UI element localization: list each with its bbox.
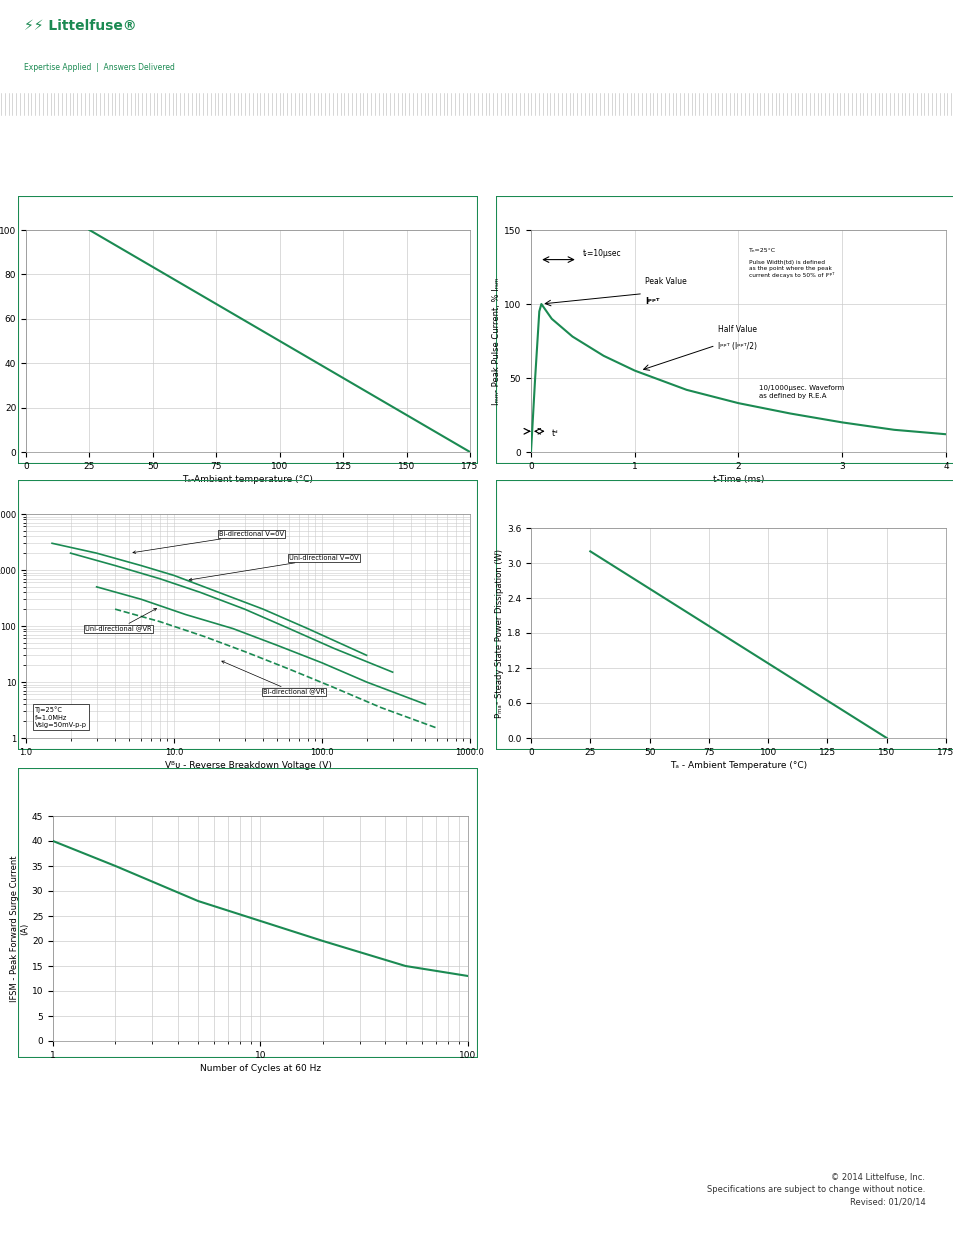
Text: Transient Voltage Suppression Diodes: Transient Voltage Suppression Diodes xyxy=(224,16,671,36)
Text: (Tₐ=25°C unless otherwise noted) (Continued): (Tₐ=25°C unless otherwise noted) (Contin… xyxy=(335,167,548,175)
Text: Iᵖᵖᵀ: Iᵖᵖᵀ xyxy=(644,296,659,305)
Text: Bi-directional @VR: Bi-directional @VR xyxy=(222,661,325,695)
Text: Uni-directional @VR: Uni-directional @VR xyxy=(85,609,156,632)
Text: Expertise Applied  |  Answers Delivered: Expertise Applied | Answers Delivered xyxy=(24,63,174,72)
FancyBboxPatch shape xyxy=(11,7,202,82)
Text: Uni-directional V=0V: Uni-directional V=0V xyxy=(189,556,358,580)
Y-axis label: Pₘₐˣ Steady State Power Dissipation (W): Pₘₐˣ Steady State Power Dissipation (W) xyxy=(495,548,503,718)
Text: © 2014 Littelfuse, Inc.
Specifications are subject to change without notice.
Rev: © 2014 Littelfuse, Inc. Specifications a… xyxy=(706,1173,924,1207)
Text: Figure 3 - Pulse Derating Curve: Figure 3 - Pulse Derating Curve xyxy=(24,204,208,214)
Text: Iᵖᵖᵀ (Iᵖᵖᵀ/2): Iᵖᵖᵀ (Iᵖᵖᵀ/2) xyxy=(717,342,756,352)
Text: tᵣ=10μsec: tᵣ=10μsec xyxy=(582,249,620,258)
Text: Ratings and Characteristic Curves: Ratings and Characteristic Curves xyxy=(26,165,225,177)
Text: ⚡⚡ Littelfuse®: ⚡⚡ Littelfuse® xyxy=(24,20,136,33)
X-axis label: Tₐ-Ambient temperature (°C): Tₐ-Ambient temperature (°C) xyxy=(182,475,314,484)
X-axis label: Tₐ - Ambient Temperature (°C): Tₐ - Ambient Temperature (°C) xyxy=(669,761,806,769)
Text: 10/1000μsec. Waveform
as defined by R.E.A: 10/1000μsec. Waveform as defined by R.E.… xyxy=(759,385,843,399)
Text: Figure 7 - Maximum Non-Repetitive Forward Surge: Figure 7 - Maximum Non-Repetitive Forwar… xyxy=(24,774,323,784)
Text: Bi-directional V=0V: Bi-directional V=0V xyxy=(132,531,283,553)
Y-axis label: IFSM - Peak Forward Surge Current
(A): IFSM - Peak Forward Surge Current (A) xyxy=(10,856,29,1002)
X-axis label: Number of Cycles at 60 Hz: Number of Cycles at 60 Hz xyxy=(200,1063,321,1073)
Text: Figure 5 - Typical Junction Capacitance: Figure 5 - Typical Junction Capacitance xyxy=(24,488,252,498)
Text: Half Value: Half Value xyxy=(717,325,756,333)
X-axis label: t-Time (ms): t-Time (ms) xyxy=(712,475,763,484)
Text: Tₙ=25°C: Tₙ=25°C xyxy=(748,248,775,253)
Text: Pulse Width(td) is defined
as the point where the peak
current decays to 50% of : Pulse Width(td) is defined as the point … xyxy=(748,259,833,278)
Text: Figure 4 - Pulse Waveform: Figure 4 - Pulse Waveform xyxy=(501,204,657,214)
Text: Tj=25°C
f=1.0MHz
Vsig=50mV-p-p: Tj=25°C f=1.0MHz Vsig=50mV-p-p xyxy=(35,706,87,729)
Y-axis label: Iₘₘ- Peak Pulse Current, % Iᵣₛₘ: Iₘₘ- Peak Pulse Current, % Iᵣₛₘ xyxy=(492,278,500,405)
X-axis label: Vᴮᴜ - Reverse Breakdown Voltage (V): Vᴮᴜ - Reverse Breakdown Voltage (V) xyxy=(164,761,331,769)
Text: Figure 6 - Steady State Power Dissipation Derating: Figure 6 - Steady State Power Dissipatio… xyxy=(575,487,876,496)
Text: Curve: Curve xyxy=(708,506,742,516)
Text: Current Uni-Directional Only: Current Uni-Directional Only xyxy=(24,794,191,804)
Text: tᵈ: tᵈ xyxy=(551,429,558,437)
Text: Peak Value: Peak Value xyxy=(644,277,686,287)
Text: Surface Mount – 400W  >  SMAJ series: Surface Mount – 400W > SMAJ series xyxy=(224,54,505,69)
